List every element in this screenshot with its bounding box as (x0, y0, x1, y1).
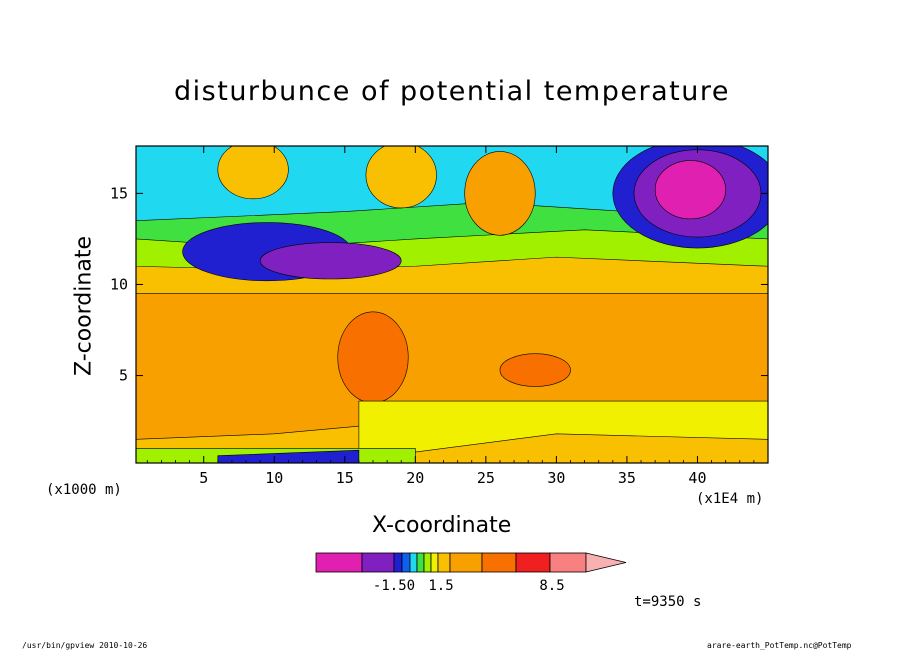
x-scale-note: (x1000 m) (46, 482, 122, 498)
y-tick-label: 5 (119, 367, 128, 385)
x-axis-label: X-coordinate (372, 513, 512, 538)
colorbar-segment (361, 552, 395, 573)
x-tick-label: 5 (199, 469, 208, 487)
colorbar: -1.50 1.5 8.5 (315, 552, 627, 594)
colorbar-segment (449, 552, 483, 573)
mid-violet (259, 242, 402, 280)
y-axis: 5 10 15 (110, 184, 768, 385)
upper-right-magenta (654, 160, 726, 220)
x-axis: 5 10 15 20 25 30 35 40 (146, 146, 755, 487)
y-tick-label: 15 (110, 184, 128, 202)
x-tick-label: 30 (547, 469, 565, 487)
time-annotation: t=9350 s (634, 594, 702, 610)
colorbar-label: 8.5 (539, 578, 564, 594)
x-tick-label: 10 (265, 469, 283, 487)
x-tick-label: 20 (406, 469, 424, 487)
colorbar-segment (401, 552, 411, 573)
colorbar-segment (315, 552, 363, 573)
colorbar-segment (481, 552, 517, 573)
warm-core-1 (337, 311, 409, 404)
footer-right: arare-earth_PotTemp.nc@PotTemp (707, 641, 852, 650)
potential-temperature-field (136, 146, 768, 463)
y-tick-label: 10 (110, 275, 128, 293)
colorbar-segment (393, 552, 403, 573)
upper-orange-1 (217, 146, 289, 200)
colorbar-segment (423, 552, 432, 573)
upper-orange-3 (464, 151, 536, 236)
colorbar-arrow (585, 552, 627, 573)
plot-frame (135, 145, 769, 464)
colorbar-segment (549, 552, 587, 573)
x-tick-label: 40 (688, 469, 706, 487)
x-scale-note-right: (x1E4 m) (696, 491, 764, 507)
warm-core-2 (499, 353, 571, 387)
colorbar-segment (409, 552, 418, 573)
colorbar-segment (416, 552, 425, 573)
colorbar-segment (437, 552, 451, 573)
x-tick-label: 15 (336, 469, 354, 487)
chart-title: disturbunce of potential temperature (174, 76, 730, 107)
footer-left: /usr/bin/gpview 2010-10-26 (22, 641, 148, 650)
colorbar-label: 1.5 (428, 578, 453, 594)
colorbar-segment (430, 552, 439, 573)
x-tick-label: 25 (477, 469, 495, 487)
x-tick-label: 35 (618, 469, 636, 487)
band-upper-cyan (136, 146, 768, 221)
colorbar-segment (515, 552, 551, 573)
colorbar-label: -1.50 (373, 578, 415, 594)
y-axis-label: Z-coordinate (71, 236, 97, 376)
upper-orange-2 (365, 146, 437, 209)
